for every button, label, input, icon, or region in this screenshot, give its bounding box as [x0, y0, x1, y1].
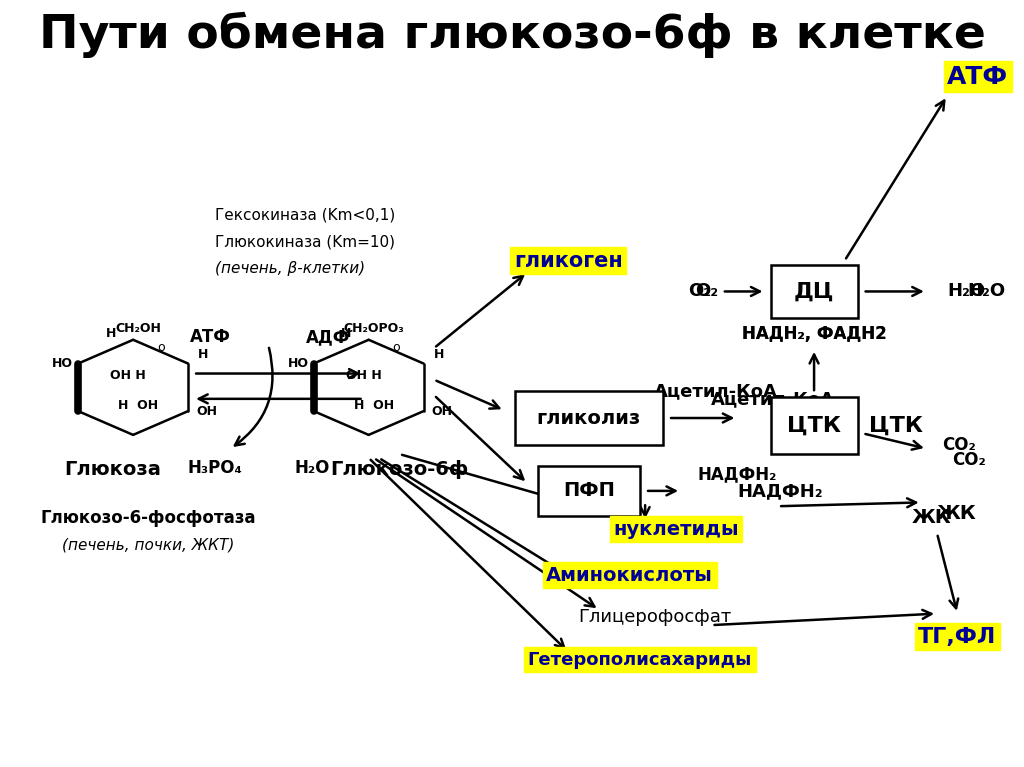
Text: HO: HO	[52, 357, 73, 370]
Text: Глюкозо-6-фосфотаза: Глюкозо-6-фосфотаза	[41, 509, 256, 527]
Text: АТФ: АТФ	[189, 328, 230, 347]
Text: Ацетил-КоА: Ацетил-КоА	[712, 390, 835, 408]
Text: гликоген: гликоген	[514, 251, 623, 271]
Text: Гетерополисахариды: Гетерополисахариды	[527, 650, 753, 669]
Text: H: H	[105, 328, 116, 340]
Text: гликолиз: гликолиз	[537, 409, 641, 427]
Text: Глюкозо-6ф: Глюкозо-6ф	[330, 460, 469, 479]
Text: ЦТК: ЦТК	[787, 416, 841, 436]
Text: OH H: OH H	[346, 369, 381, 381]
Text: (печень, почки, ЖКТ): (печень, почки, ЖКТ)	[62, 537, 234, 552]
Text: НАДН₂, ФАДН2: НАДН₂, ФАДН2	[741, 324, 887, 343]
Text: CH₂OPO₃: CH₂OPO₃	[343, 322, 404, 334]
Text: Ацетил-КоА: Ацетил-КоА	[654, 382, 778, 400]
Text: АДФ: АДФ	[305, 328, 350, 347]
Text: ДЦ: ДЦ	[794, 281, 835, 301]
Text: H₂O: H₂O	[947, 282, 985, 301]
Text: OH: OH	[432, 405, 453, 417]
Text: АТФ: АТФ	[947, 64, 1009, 89]
FancyBboxPatch shape	[771, 397, 858, 454]
FancyBboxPatch shape	[771, 265, 858, 318]
Text: CO₂: CO₂	[942, 436, 976, 454]
Text: H: H	[434, 348, 444, 360]
Text: Глицерофосфат: Глицерофосфат	[579, 608, 732, 627]
Text: OH: OH	[197, 405, 217, 417]
Text: H₂O: H₂O	[968, 282, 1006, 301]
Text: CH₂OH: CH₂OH	[116, 322, 161, 334]
Text: H  OH: H OH	[118, 400, 159, 412]
FancyBboxPatch shape	[514, 391, 664, 445]
Text: нуклетиды: нуклетиды	[613, 520, 738, 538]
Text: ЦТК: ЦТК	[869, 416, 923, 436]
Text: Аминокислоты: Аминокислоты	[547, 566, 713, 584]
Text: HO: HO	[288, 357, 308, 370]
Text: H₃PO₄: H₃PO₄	[187, 459, 243, 477]
Text: НАДФН₂: НАДФН₂	[737, 482, 823, 500]
Text: Глюкоза: Глюкоза	[65, 460, 161, 479]
Text: НАДФН₂: НАДФН₂	[697, 465, 777, 483]
Text: CO₂: CO₂	[952, 451, 986, 469]
Text: ТГ,ФЛ: ТГ,ФЛ	[919, 627, 996, 647]
Text: НАДН₂, ФАДН2: НАДН₂, ФАДН2	[741, 324, 887, 343]
Text: ПФП: ПФП	[563, 482, 614, 500]
Text: O₂: O₂	[695, 282, 718, 301]
FancyBboxPatch shape	[538, 466, 640, 515]
Text: o: o	[157, 341, 165, 354]
Text: ЖК: ЖК	[937, 505, 977, 523]
Text: H₂O: H₂O	[295, 459, 330, 477]
Text: Гексокиназа (Km<0,1): Гексокиназа (Km<0,1)	[215, 207, 395, 222]
Text: H: H	[341, 328, 351, 340]
Text: Пути обмена глюкозо-6ф в клетке: Пути обмена глюкозо-6ф в клетке	[39, 12, 985, 58]
Text: O₂: O₂	[688, 282, 712, 301]
Text: o: o	[392, 341, 400, 354]
Text: H  OH: H OH	[353, 400, 394, 412]
Text: Глюкокиназа (Km=10): Глюкокиназа (Km=10)	[215, 234, 395, 249]
Text: ЖК: ЖК	[912, 509, 951, 527]
Text: H: H	[199, 348, 209, 360]
Text: (печень, β-клетки): (печень, β-клетки)	[215, 261, 366, 276]
Text: OH H: OH H	[111, 369, 145, 381]
